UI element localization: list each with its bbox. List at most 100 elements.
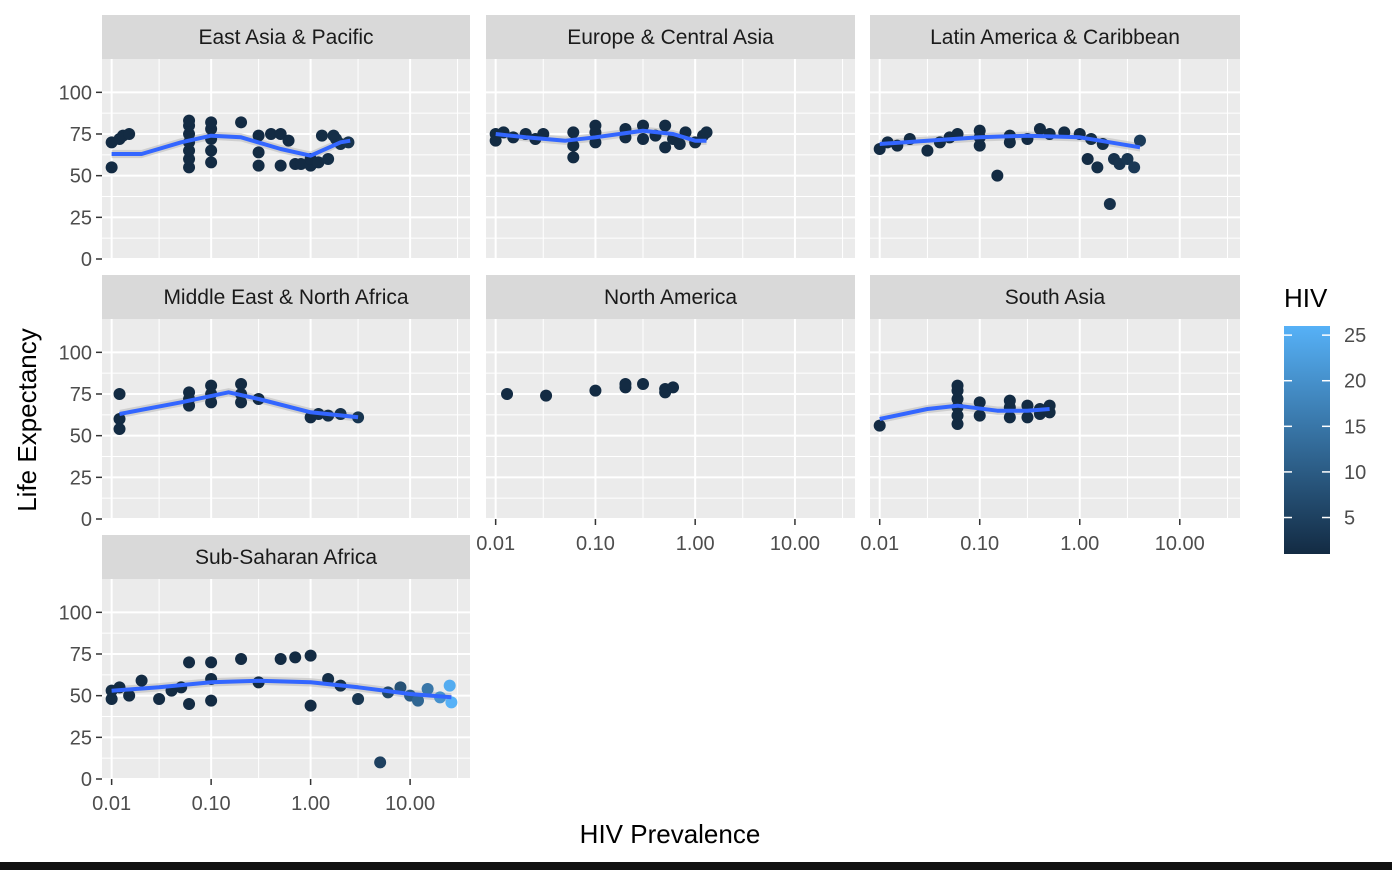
facet-title: Europe & Central Asia <box>567 26 774 49</box>
data-point <box>951 393 964 405</box>
data-point <box>659 119 672 132</box>
panel-background <box>486 319 855 519</box>
data-point <box>619 378 632 390</box>
facet-title: Middle East & North Africa <box>163 286 408 309</box>
data-point <box>589 119 602 132</box>
smooth-trend-line <box>111 678 452 700</box>
hiv-color-legend: HIV 5 10 15 20 25 <box>1284 283 1366 554</box>
data-point <box>667 381 680 394</box>
data-point <box>274 159 287 172</box>
x-tick-label: 0.10 <box>576 533 615 555</box>
data-point <box>1021 411 1034 424</box>
panel-background <box>102 59 470 259</box>
data-point <box>1121 153 1134 165</box>
legend-tick-label: 5 <box>1344 508 1355 530</box>
data-point <box>1033 123 1046 135</box>
smooth-trend-line <box>111 133 351 158</box>
data-point <box>205 656 218 669</box>
y-tick-label: 75 <box>70 124 92 146</box>
y-tick-label: 50 <box>70 426 92 448</box>
x-tick-label: 0.01 <box>860 533 899 555</box>
x-tick-label: 0.10 <box>960 533 999 555</box>
facet-title: Latin America & Caribbean <box>930 26 1180 49</box>
data-point <box>105 161 118 174</box>
data-point <box>1103 198 1116 210</box>
y-tick-label: 25 <box>70 467 92 489</box>
legend-colorbar <box>1284 326 1330 554</box>
data-point <box>659 141 672 154</box>
data-point <box>183 144 196 157</box>
data-point <box>205 116 218 129</box>
y-tick-label: 25 <box>70 727 92 749</box>
data-point <box>489 134 502 147</box>
data-point <box>637 378 650 390</box>
x-tick-label: 1.00 <box>291 793 330 815</box>
data-point <box>973 409 986 422</box>
confidence-ribbon <box>119 388 359 422</box>
data-point <box>315 129 328 142</box>
panel-background <box>102 319 470 519</box>
panel-background <box>870 319 1240 519</box>
facet-south-asia: South Asia <box>870 275 1240 520</box>
data-point <box>235 396 248 409</box>
data-point <box>873 143 886 155</box>
y-axis-title: Life Expectancy <box>12 328 42 512</box>
facet-title: South Asia <box>1005 286 1106 309</box>
legend-tick-label: 15 <box>1344 416 1366 438</box>
data-point <box>205 144 218 157</box>
smooth-trend-line <box>495 128 707 143</box>
data-point <box>123 689 136 702</box>
panel-background <box>870 59 1240 259</box>
facet-middle-east-and-north-africa: Middle East & North Africa <box>102 275 470 520</box>
data-point <box>567 126 580 139</box>
data-point <box>443 679 456 692</box>
data-point <box>205 156 218 169</box>
data-point <box>265 128 278 140</box>
facet-strip <box>870 275 1240 319</box>
data-point <box>445 696 458 709</box>
facet-title: Sub-Saharan Africa <box>195 546 377 569</box>
facet-strip <box>102 15 470 59</box>
data-point <box>113 423 126 435</box>
data-point <box>123 128 136 140</box>
y-tick-label: 0 <box>81 249 92 271</box>
y-tick-label: 0 <box>81 509 92 531</box>
facet-strip <box>102 535 470 579</box>
data-point <box>304 649 317 662</box>
facet-east-asia-and-pacific: East Asia & Pacific <box>102 15 470 260</box>
data-point <box>252 159 265 172</box>
data-point <box>951 379 964 392</box>
data-point <box>1081 153 1094 165</box>
legend-tick-label: 10 <box>1344 462 1366 484</box>
data-point <box>374 756 387 769</box>
data-point <box>252 146 265 159</box>
data-point <box>673 138 686 150</box>
data-point <box>135 674 148 687</box>
y-tick-label: 75 <box>70 644 92 666</box>
legend-tick-label: 25 <box>1344 325 1366 347</box>
y-tick-label: 100 <box>59 602 92 624</box>
smooth-trend-line <box>879 403 1050 421</box>
data-point <box>1003 394 1016 407</box>
facet-panels: East Asia & Pacific Europe & Central Asia… <box>102 15 1240 780</box>
data-point <box>282 134 295 147</box>
data-point <box>951 409 964 422</box>
data-point <box>973 124 986 137</box>
data-point <box>183 386 196 399</box>
data-point <box>973 139 986 152</box>
data-point <box>183 153 196 165</box>
x-tick-label: 1.00 <box>1060 533 1099 555</box>
facet-latin-america-and-caribbean: Latin America & Caribbean <box>870 15 1240 260</box>
data-point <box>252 129 265 142</box>
data-point <box>589 384 602 397</box>
data-point <box>235 378 248 390</box>
x-tick-label: 0.01 <box>476 533 515 555</box>
legend-title: HIV <box>1284 283 1328 313</box>
x-tick-label: 1.00 <box>676 533 715 555</box>
data-point <box>1003 411 1016 424</box>
facet-sub-saharan-africa: Sub-Saharan Africa <box>102 535 470 780</box>
data-point <box>113 388 126 400</box>
data-point <box>421 683 434 695</box>
data-point <box>183 128 196 140</box>
